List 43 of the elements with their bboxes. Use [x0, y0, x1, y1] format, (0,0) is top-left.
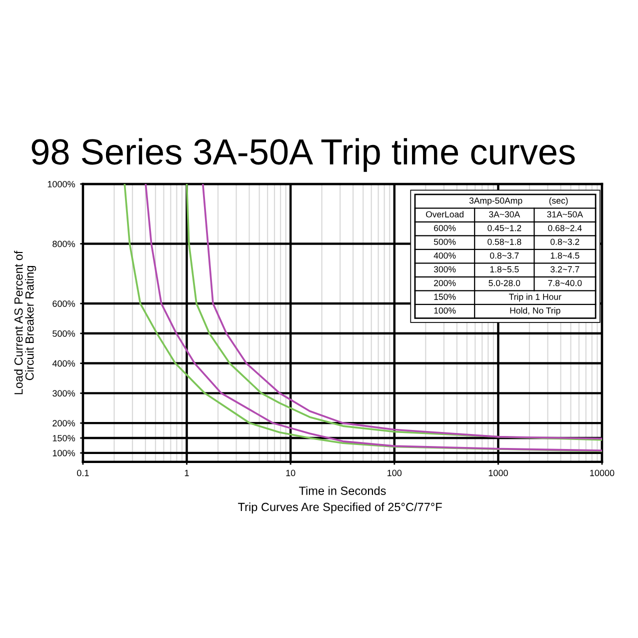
y-tick-label: 300%: [52, 390, 75, 397]
x-tick-label: 3A~30A: [489, 211, 520, 218]
x-tick-label: 10000: [590, 470, 614, 476]
text: 0.58~1.8: [488, 238, 522, 245]
y-axis-title: OverLoad: [426, 211, 464, 218]
y-tick-label: 400%: [52, 360, 75, 367]
text: 1.8~5.5: [490, 266, 519, 272]
chart-subtitle: (sec): [549, 197, 568, 206]
y-tick-label: 300%: [434, 266, 456, 272]
y-tick-label: 150%: [52, 434, 75, 442]
text: Trip Curves Are Specified of 25°C/77°F: [238, 502, 442, 514]
y-tick-label: 600%: [52, 300, 75, 307]
text: 5.0-28.0: [488, 280, 520, 286]
y-tick-label: 150%: [434, 294, 456, 300]
y-tick-label: 400%: [434, 252, 456, 259]
text: 0.68~2.4: [548, 224, 582, 232]
y-tick-label: 800%: [52, 240, 75, 248]
text: Hold, No Trip: [510, 307, 560, 316]
text: 7.8~40.0: [548, 280, 582, 286]
y-tick-label: 100%: [52, 450, 75, 456]
y-axis-title: Load Current AS Percent of Circuit Breaker Rating: [14, 250, 36, 394]
x-tick-label: 1: [184, 470, 189, 476]
y-tick-label: 200%: [434, 280, 456, 286]
y-tick-label: 600%: [434, 224, 456, 232]
y-tick-label: 500%: [434, 238, 456, 245]
y-tick-label: 500%: [52, 330, 75, 337]
text: Trip in 1 Hour: [508, 293, 562, 302]
x-tick-label: 100: [388, 470, 402, 476]
text: 0.8~3.7: [490, 252, 519, 259]
x-tick-label: 0.1: [77, 470, 89, 476]
text: 0.8~3.2: [550, 238, 580, 245]
x-tick-label: 1000: [488, 470, 508, 476]
y-tick-label: 100%: [434, 307, 456, 314]
chart-title: 3Amp-50Amp: [469, 197, 522, 206]
text: 1.8~4.5: [550, 252, 580, 259]
x-tick-label: 10: [286, 470, 296, 476]
text: 0.45~1.2: [488, 224, 522, 232]
y-tick-label: 1000%: [48, 180, 75, 188]
x-tick-label: 31A~50A: [547, 211, 584, 218]
text: 3.2~7.7: [550, 266, 580, 272]
x-axis-title: Time in Seconds: [299, 486, 386, 495]
y-tick-label: 200%: [52, 420, 75, 426]
chart-title: 98 Series 3A-50A Trip time curves: [32, 138, 575, 172]
